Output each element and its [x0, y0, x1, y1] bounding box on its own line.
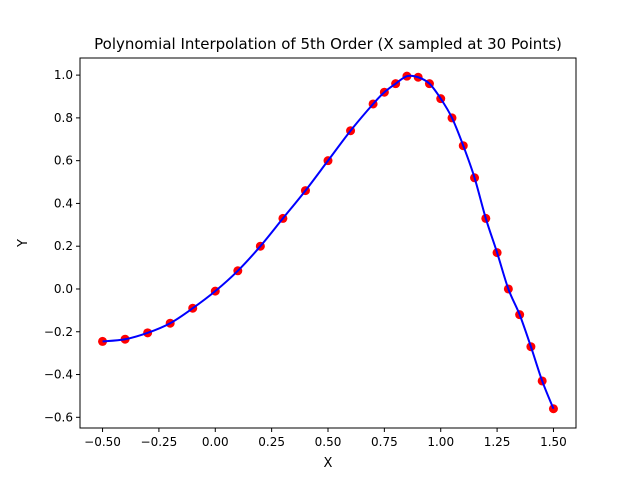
y-tick-label: −0.6 [44, 410, 73, 424]
chart-title: Polynomial Interpolation of 5th Order (X… [94, 35, 562, 53]
x-tick-label: 0.75 [371, 435, 398, 449]
y-tick-label: 0.4 [54, 196, 73, 210]
interpolation-line-layer [102, 74, 555, 410]
y-tick-label: 0.6 [54, 154, 73, 168]
y-axis-ticks: −0.6 −0.4 −0.2 0.0 0.2 0.4 0.6 0.8 1.0 [44, 68, 80, 424]
x-tick-label: 1.50 [540, 435, 567, 449]
y-tick-label: −0.2 [44, 325, 73, 339]
x-tick-label: −0.50 [84, 435, 121, 449]
y-tick-label: 0.0 [54, 282, 73, 296]
x-axis-ticks: −0.50 −0.25 0.00 0.25 0.50 0.75 1.00 1.25 1.50 [84, 428, 567, 449]
x-tick-label: −0.25 [141, 435, 178, 449]
y-tick-label: 0.2 [54, 239, 73, 253]
x-tick-label: 0.25 [258, 435, 285, 449]
x-tick-label: 1.25 [484, 435, 511, 449]
x-axis-label: X [324, 456, 333, 471]
interpolation-line [102, 74, 555, 410]
y-tick-label: 1.0 [54, 68, 73, 82]
data-point [98, 336, 108, 346]
y-tick-label: −0.4 [44, 368, 73, 382]
x-tick-label: 0.00 [202, 435, 229, 449]
y-tick-label: 0.8 [54, 111, 73, 125]
x-tick-label: 1.00 [427, 435, 454, 449]
x-tick-label: 0.50 [315, 435, 342, 449]
data-point [548, 404, 558, 414]
plot-area [98, 71, 558, 414]
y-axis-label: Y [16, 239, 31, 248]
